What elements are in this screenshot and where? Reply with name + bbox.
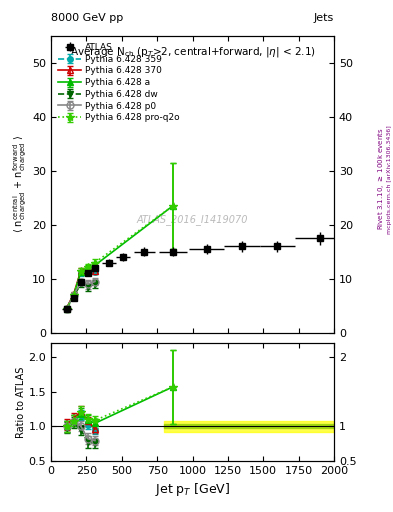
Text: 8000 GeV pp: 8000 GeV pp bbox=[51, 13, 123, 23]
Text: Rivet 3.1.10, $\geq$ 100k events: Rivet 3.1.10, $\geq$ 100k events bbox=[376, 128, 386, 230]
Y-axis label: $\langle$ n$^{\rm central}_{\rm charged}$ + n$^{\rm forward}_{\rm charged}$ $\ra: $\langle$ n$^{\rm central}_{\rm charged}… bbox=[12, 135, 29, 233]
Text: ATLAS_2016_I1419070: ATLAS_2016_I1419070 bbox=[137, 215, 248, 225]
Text: Jets: Jets bbox=[314, 13, 334, 23]
Text: mcplots.cern.ch [arXiv:1306.3436]: mcplots.cern.ch [arXiv:1306.3436] bbox=[387, 125, 391, 233]
Y-axis label: Ratio to ATLAS: Ratio to ATLAS bbox=[16, 366, 26, 438]
Text: Average N$_{\rm ch}$ (p$_T$>2, central+forward, |$\eta$| < 2.1): Average N$_{\rm ch}$ (p$_T$>2, central+f… bbox=[70, 45, 316, 59]
X-axis label: Jet p$_T$ [GeV]: Jet p$_T$ [GeV] bbox=[155, 481, 230, 498]
Legend: ATLAS, Pythia 6.428 359, Pythia 6.428 370, Pythia 6.428 a, Pythia 6.428 dw, Pyth: ATLAS, Pythia 6.428 359, Pythia 6.428 37… bbox=[55, 40, 183, 125]
